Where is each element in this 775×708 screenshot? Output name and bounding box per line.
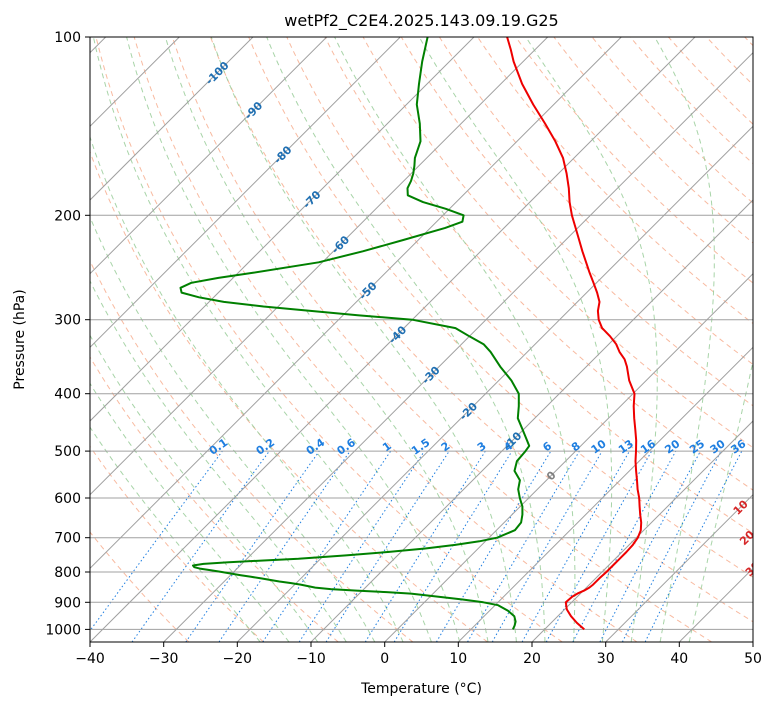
x-tick-label: −40: [75, 651, 105, 667]
y-tick-label: 400: [54, 387, 81, 403]
moist-adiabat-line: [418, 37, 613, 642]
isotherm-gridline: [90, 37, 401, 349]
plot-frame: [89, 36, 754, 643]
moist-adiabats: [90, 37, 753, 642]
mixing-ratio-line: [185, 450, 320, 642]
isotherm-gridline: [163, 51, 753, 642]
moist-adiabat-line: [654, 37, 715, 642]
x-tick-label: −10: [296, 651, 326, 667]
x-tick-label: 40: [670, 651, 688, 667]
isotherm-gridline: [90, 37, 622, 570]
dry-adiabat-line: [438, 37, 753, 366]
y-tick-label: 800: [54, 565, 81, 581]
dry-adiabat-line: [400, 37, 753, 407]
x-tick-label: −20: [223, 651, 253, 667]
x-tick-label: 30: [597, 651, 615, 667]
isotherm-gridline: [236, 125, 753, 642]
mixing-ratio-line: [218, 450, 351, 642]
isotherm-gridline: [384, 272, 753, 642]
y-tick-label: 900: [54, 595, 81, 611]
y-tick-label: 600: [54, 491, 81, 507]
dry-adiabat-line: [210, 37, 753, 623]
isotherm-gridline: [90, 37, 328, 275]
moist-adiabat-line: [525, 37, 658, 642]
isotherm-gridline: [457, 346, 753, 642]
y-tick-label: 200: [54, 208, 81, 224]
x-tick-label: 50: [744, 651, 762, 667]
dry-adiabat-line: [515, 37, 753, 284]
moist-adiabat-line: [266, 37, 546, 642]
isotherm-gridline: [531, 420, 753, 642]
dry-adiabat-line: [90, 150, 488, 642]
mixing-ratio-line: [131, 450, 270, 642]
isotherm-gridline: [90, 37, 475, 422]
dry-adiabat-line: [171, 37, 712, 642]
dry-adiabat-line: [90, 356, 339, 642]
moist-adiabat-line: [90, 215, 376, 642]
moist-adiabat-line: [90, 135, 404, 642]
mixing-ratio-line: [90, 450, 223, 632]
y-tick-label: 300: [54, 313, 81, 329]
mixing-ratio-line: [298, 450, 425, 642]
y-axis-label: Pressure (hPa): [12, 289, 28, 389]
isobar-grid: [90, 37, 753, 630]
x-tick-label: 10: [449, 651, 467, 667]
dewpoint-profile-line: [179, 37, 531, 630]
dry-adiabat-line: [90, 531, 190, 642]
dry-adiabat-line: [90, 445, 264, 642]
moist-adiabat-line: [126, 37, 461, 642]
moist-adiabat-line: [90, 426, 261, 642]
mixing-ratio-line: [644, 450, 743, 642]
moist-adiabat-line: [334, 37, 576, 642]
x-tick-label: −30: [149, 651, 179, 667]
x-axis-ticks: −40 −30 −20 −10 0 10 20 30 40 50: [75, 642, 762, 667]
y-tick-label: 1000: [45, 622, 81, 638]
y-tick-label: 700: [54, 531, 81, 547]
moist-adiabat-line: [90, 334, 319, 642]
chart-title: wetPf2_C2E4.2025.143.09.19.G25: [284, 11, 558, 31]
isotherm-gridline: [90, 37, 254, 201]
moist-adiabat-line: [92, 37, 432, 642]
temperature-profile-line: [506, 37, 643, 631]
dry-adiabats: [90, 37, 753, 642]
moist-adiabat-line: [210, 37, 517, 642]
isotherm-gridline: [90, 37, 696, 642]
x-tick-label: 20: [523, 651, 541, 667]
dry-adiabat-line: [248, 37, 753, 578]
y-tick-label: 100: [54, 30, 81, 46]
mixing-ratio-line: [325, 450, 450, 642]
x-axis-label: Temperature (°C): [360, 681, 482, 697]
mixing-ratio-line: [393, 450, 513, 642]
moist-adiabat-line: [164, 37, 489, 642]
moist-adiabat-line: [90, 382, 290, 642]
isotherm-gridline: [605, 493, 753, 642]
y-axis-ticks: 1000 900 800 700 600 500 400 300 200 100: [45, 30, 90, 638]
adiabat-label: 30: [743, 559, 763, 579]
mixing-ratio-line: [545, 450, 653, 642]
mixing-ratio-line: [521, 450, 630, 642]
mixing-ratio-line: [262, 450, 392, 642]
isotherm-gridline: [90, 37, 549, 496]
y-tick-label: 500: [54, 444, 81, 460]
isotherm-grid: [90, 37, 753, 642]
sounding-profiles: [179, 37, 643, 631]
x-tick-label: 0: [380, 651, 389, 667]
